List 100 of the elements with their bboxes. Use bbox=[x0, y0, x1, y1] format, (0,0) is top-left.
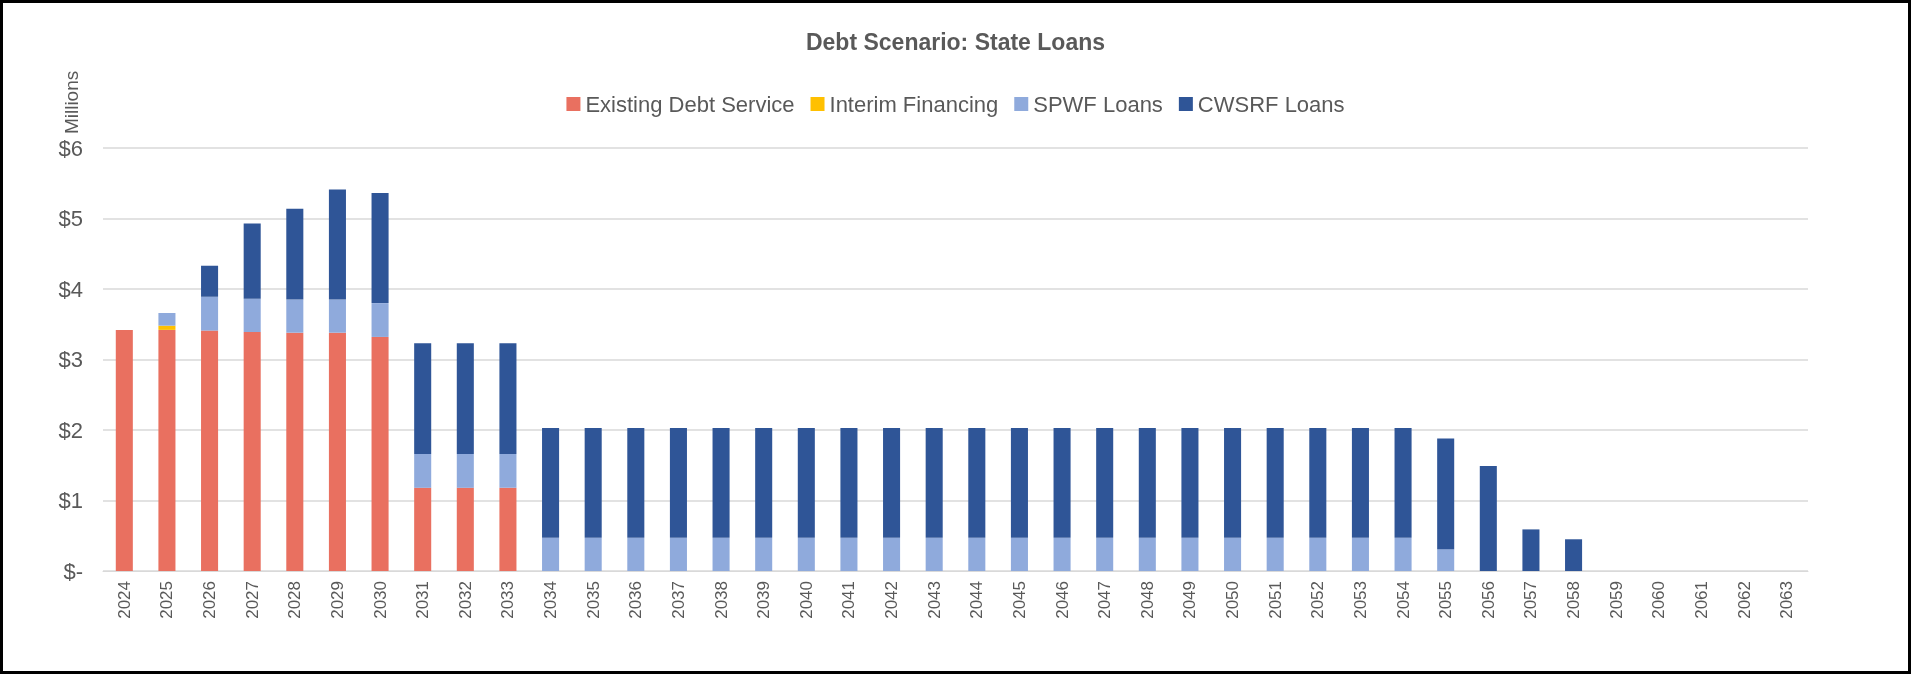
bar bbox=[1181, 537, 1199, 571]
x-tick-label: 2055 bbox=[1436, 581, 1456, 619]
bar bbox=[1394, 427, 1412, 538]
x-tick-label: 2026 bbox=[200, 581, 220, 619]
bar bbox=[1266, 427, 1284, 538]
bar bbox=[712, 427, 730, 538]
bar bbox=[414, 453, 432, 488]
bar bbox=[371, 193, 389, 304]
x-tick-label: 2042 bbox=[882, 581, 902, 619]
bar bbox=[1437, 438, 1455, 550]
x-tick-label: 2040 bbox=[796, 581, 816, 619]
x-tick-label: 2056 bbox=[1478, 581, 1498, 619]
bar bbox=[1351, 537, 1369, 571]
bar bbox=[286, 299, 304, 333]
x-tick-label: 2050 bbox=[1223, 581, 1243, 619]
bar bbox=[797, 537, 815, 571]
bar bbox=[925, 427, 943, 538]
bar bbox=[201, 330, 219, 571]
bar bbox=[584, 427, 602, 538]
bar bbox=[883, 537, 901, 571]
x-tick-label: 2036 bbox=[626, 581, 646, 619]
y-tick-label: $6 bbox=[58, 135, 83, 161]
bar bbox=[499, 453, 517, 488]
legend-label: CWSRF Loans bbox=[1197, 91, 1345, 117]
x-tick-label: 2061 bbox=[1691, 581, 1711, 619]
bar bbox=[286, 208, 304, 300]
bar bbox=[371, 303, 389, 337]
x-tick-label: 2046 bbox=[1052, 581, 1072, 619]
x-tick-label: 2054 bbox=[1393, 581, 1413, 619]
legend-label: Interim Financing bbox=[829, 91, 999, 117]
bar bbox=[968, 427, 986, 538]
bar bbox=[499, 487, 517, 571]
x-tick-label: 2058 bbox=[1564, 581, 1584, 619]
y-tick-label: $4 bbox=[58, 276, 83, 302]
bar bbox=[243, 298, 261, 333]
y-tick-label: $5 bbox=[58, 206, 83, 231]
bar bbox=[414, 487, 432, 571]
bar bbox=[1010, 427, 1028, 538]
bar bbox=[627, 427, 645, 538]
bar bbox=[243, 223, 261, 299]
x-tick-label: 2024 bbox=[114, 581, 134, 619]
x-tick-label: 2038 bbox=[711, 581, 731, 619]
x-tick-label: 2052 bbox=[1308, 581, 1328, 619]
bar bbox=[328, 189, 346, 300]
bar bbox=[1266, 537, 1284, 571]
bar bbox=[456, 343, 474, 454]
x-tick-label: 2030 bbox=[370, 581, 390, 619]
bar bbox=[1437, 549, 1455, 571]
bar bbox=[1224, 537, 1242, 571]
bar bbox=[1138, 537, 1156, 571]
x-tick-label: 2063 bbox=[1777, 581, 1797, 619]
y-tick-label: $3 bbox=[58, 347, 83, 372]
y-axis-title: Millions bbox=[61, 70, 82, 135]
bar bbox=[542, 427, 560, 538]
y-tick-label: $2 bbox=[58, 417, 83, 443]
bar bbox=[755, 427, 773, 538]
x-tick-label: 2057 bbox=[1521, 581, 1541, 619]
x-tick-label: 2033 bbox=[498, 581, 518, 619]
bar bbox=[1224, 427, 1242, 538]
bar bbox=[286, 332, 304, 571]
x-tick-label: 2047 bbox=[1095, 581, 1115, 619]
bar bbox=[158, 325, 176, 330]
bar bbox=[584, 537, 602, 571]
bar bbox=[1394, 537, 1412, 571]
bar bbox=[1096, 537, 1114, 571]
legend-label: SPWF Loans bbox=[1033, 91, 1163, 117]
bar bbox=[456, 487, 474, 571]
x-tick-label: 2043 bbox=[924, 581, 944, 619]
bar bbox=[201, 265, 219, 297]
bar bbox=[1181, 427, 1199, 538]
bar bbox=[414, 343, 432, 454]
bar bbox=[1010, 537, 1028, 571]
x-tick-label: 2025 bbox=[157, 581, 177, 619]
bar bbox=[243, 332, 261, 571]
bar bbox=[328, 299, 346, 333]
bar bbox=[797, 427, 815, 538]
bar bbox=[1138, 427, 1156, 538]
bar bbox=[840, 427, 858, 538]
legend-label: Existing Debt Service bbox=[585, 91, 795, 117]
bar bbox=[840, 537, 858, 571]
x-tick-label: 2045 bbox=[1009, 581, 1029, 619]
bar bbox=[158, 329, 176, 571]
x-tick-label: 2062 bbox=[1734, 581, 1754, 619]
bar bbox=[712, 537, 730, 571]
bar bbox=[115, 329, 133, 571]
x-tick-label: 2051 bbox=[1265, 581, 1285, 619]
bar bbox=[755, 537, 773, 571]
bar bbox=[1053, 537, 1071, 571]
bar bbox=[1479, 465, 1497, 571]
y-tick-label: $- bbox=[63, 558, 83, 584]
bar bbox=[1053, 427, 1071, 538]
x-tick-label: 2028 bbox=[285, 581, 305, 619]
bar bbox=[968, 537, 986, 571]
x-tick-label: 2039 bbox=[754, 581, 774, 619]
x-tick-label: 2041 bbox=[839, 581, 859, 619]
bar bbox=[1309, 427, 1327, 538]
x-tick-label: 2044 bbox=[967, 581, 987, 619]
bar bbox=[669, 537, 687, 571]
bar bbox=[669, 427, 687, 538]
bar bbox=[201, 296, 219, 331]
